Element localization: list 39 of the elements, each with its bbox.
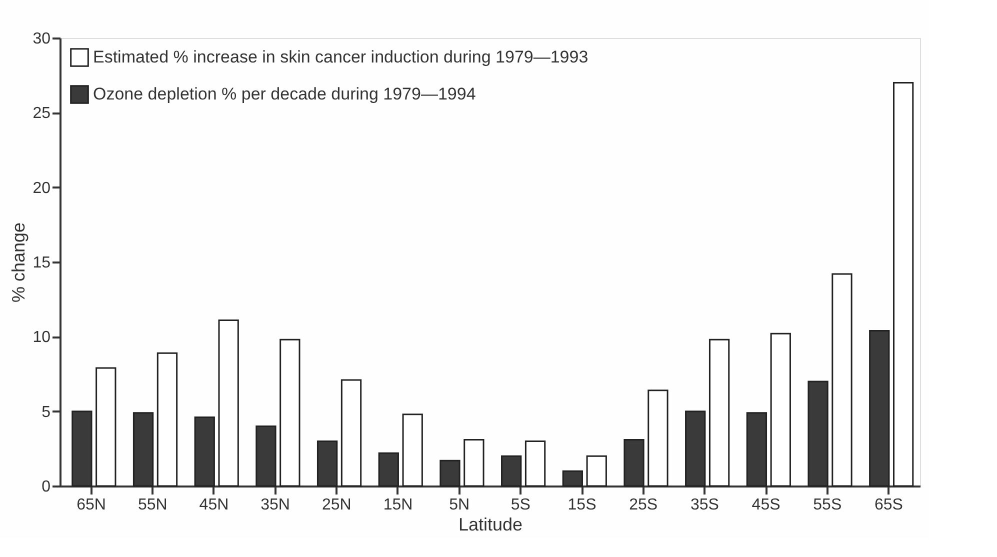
x-tick-label: 35N <box>260 496 290 514</box>
y-tick-label: 15 <box>32 254 51 272</box>
x-tick-label: 15N <box>383 496 413 514</box>
y-tick-label: 25 <box>32 105 51 122</box>
y-tick-label: 5 <box>42 404 51 421</box>
bar <box>280 338 300 487</box>
y-axis-title: % change <box>8 222 29 303</box>
x-tick-label: 25S <box>629 496 658 514</box>
bar <box>524 440 546 487</box>
x-tick-label: 15S <box>568 496 596 514</box>
legend-label: Ozone depletion % per decade during 1979—1994 <box>93 84 476 104</box>
x-tick-label: 45N <box>199 496 229 514</box>
bar <box>770 332 791 487</box>
x-tick-label: 65N <box>76 496 106 514</box>
y-tick-label: 30 <box>32 30 51 48</box>
x-tick-label: 5S <box>510 496 530 514</box>
x-tick-label: 55S <box>813 496 842 514</box>
bar <box>340 379 362 487</box>
legend-label: Estimated % increase in skin cancer induction during 1979—1993 <box>93 48 588 66</box>
bar <box>464 438 484 487</box>
bar <box>402 414 423 487</box>
x-tick-label: 25N <box>322 496 352 514</box>
x-tick-label: 35S <box>690 496 719 514</box>
y-tick-label: 20 <box>32 180 51 197</box>
bar <box>586 455 607 487</box>
bar <box>708 338 730 487</box>
bar <box>156 352 178 487</box>
bar <box>832 273 852 487</box>
x-tick-label: 65S <box>874 496 903 514</box>
x-tick-label: 5N <box>449 496 470 514</box>
bar <box>96 367 116 487</box>
bar <box>218 319 239 487</box>
bar <box>892 82 914 487</box>
x-tick-label: 55N <box>138 496 168 514</box>
x-axis-title: Latitude <box>458 514 523 534</box>
x-tick-label: 45S <box>752 496 780 514</box>
bar <box>648 390 668 487</box>
y-tick-label: 0 <box>42 478 51 496</box>
y-tick-label: 10 <box>32 329 51 346</box>
